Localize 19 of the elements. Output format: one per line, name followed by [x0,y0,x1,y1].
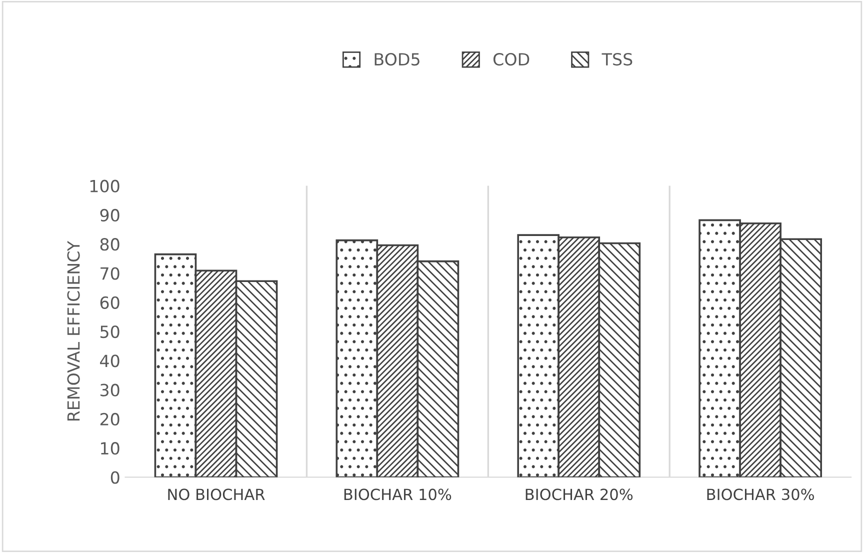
x-tick-label: BIOCHAR 10% [344,488,452,500]
y-tick-label: 10 [101,442,120,455]
y-axis-title: REMOVAL EFFICIENCY [67,240,80,421]
y-tick-label: 80 [100,238,120,251]
legend-label: COD [493,52,530,66]
legend-label: BOD5 [374,52,420,66]
legend-label: TSS [602,52,632,66]
y-tick-label: 100 [90,180,120,192]
y-tick-label: 70 [100,267,120,280]
y-tick-label: 40 [100,354,120,368]
y-tick-label: 0 [110,471,120,484]
y-tick-label: 30 [100,384,120,396]
y-tick-label: 50 [100,325,120,338]
y-tick-label: 60 [100,296,120,309]
y-tick-label: 90 [100,208,120,222]
y-tick-label: 20 [100,412,120,426]
x-tick-label: BIOCHAR 20% [526,488,633,500]
x-tick-label: NO BIOCHAR [168,488,265,500]
x-tick-label: BIOCHAR 30% [707,488,814,500]
